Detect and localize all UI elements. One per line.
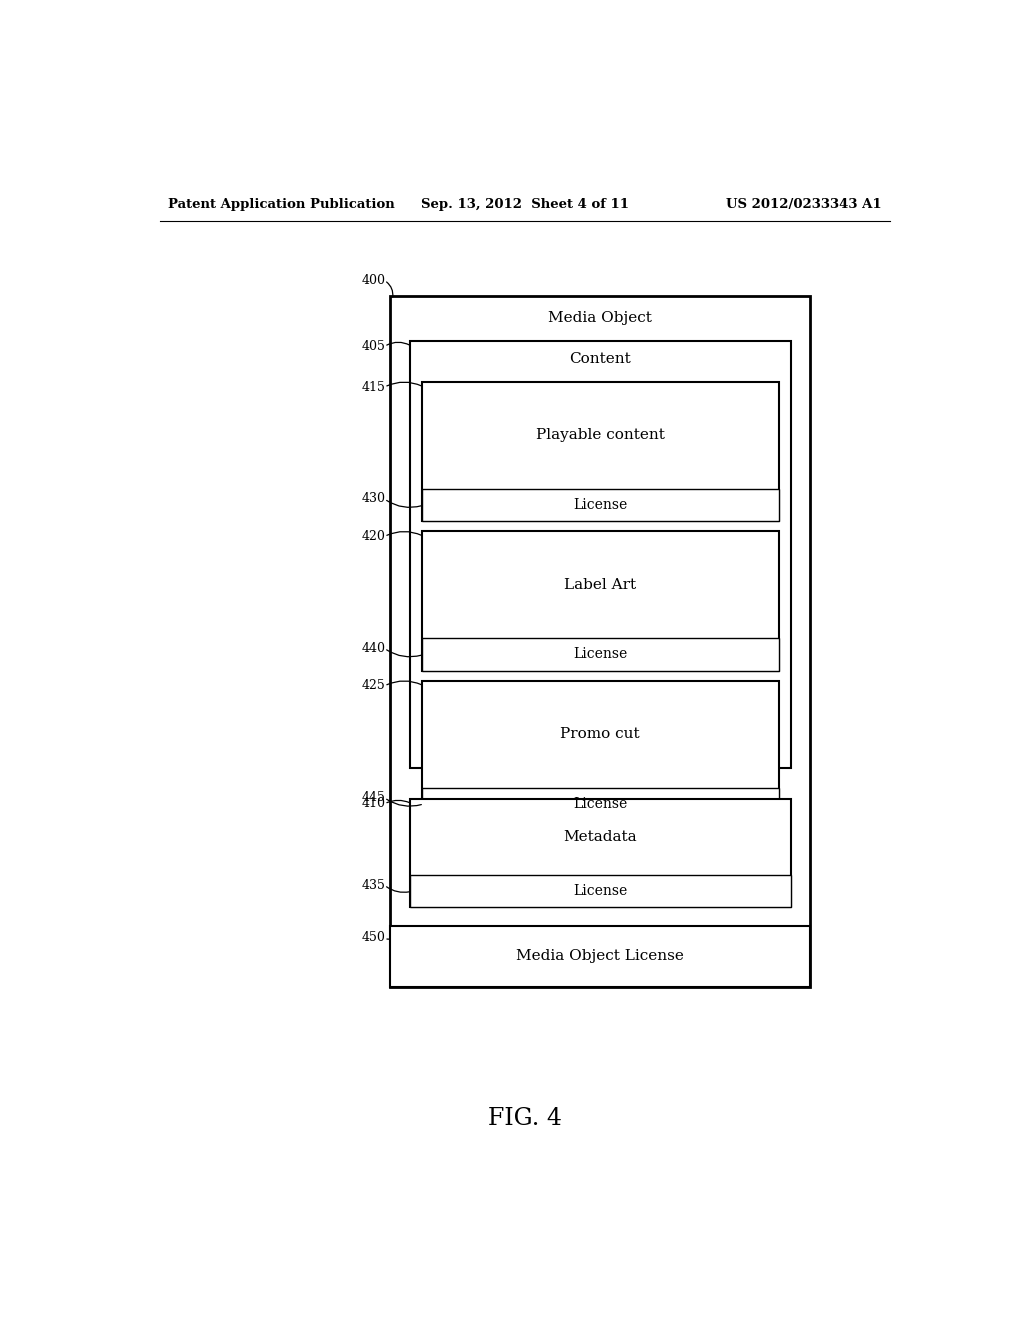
Text: Playable content: Playable content [536,429,665,442]
Text: US 2012/0233343 A1: US 2012/0233343 A1 [726,198,882,211]
Text: 415: 415 [362,380,386,393]
Bar [422,638,779,671]
Text: 445: 445 [362,791,386,804]
Bar [410,342,791,768]
Text: License: License [573,498,628,512]
Bar [422,381,779,521]
Text: License: License [573,884,628,898]
Text: Promo cut: Promo cut [560,727,640,742]
Text: Media Object License: Media Object License [516,949,684,964]
Text: 425: 425 [362,680,386,693]
Bar [422,788,779,820]
Text: 400: 400 [362,273,386,286]
Bar [422,532,779,671]
Text: License: License [573,797,628,810]
Text: Patent Application Publication: Patent Application Publication [168,198,394,211]
Bar [422,681,779,820]
Bar [390,296,811,987]
Bar [410,799,791,907]
Text: 450: 450 [362,932,386,945]
Text: FIG. 4: FIG. 4 [487,1107,562,1130]
Text: Sep. 13, 2012  Sheet 4 of 11: Sep. 13, 2012 Sheet 4 of 11 [421,198,629,211]
Text: 410: 410 [362,797,386,810]
Bar [410,875,791,907]
Text: License: License [573,647,628,661]
Text: Metadata: Metadata [563,830,637,843]
Text: 440: 440 [362,642,386,655]
Bar [390,925,811,987]
Text: Media Object: Media Object [548,312,652,326]
Text: Label Art: Label Art [564,578,636,591]
Text: 405: 405 [362,341,386,352]
Text: 430: 430 [362,492,386,506]
Text: Content: Content [569,352,631,366]
Text: 435: 435 [362,879,386,891]
Text: 420: 420 [362,531,386,543]
Bar [422,488,779,521]
